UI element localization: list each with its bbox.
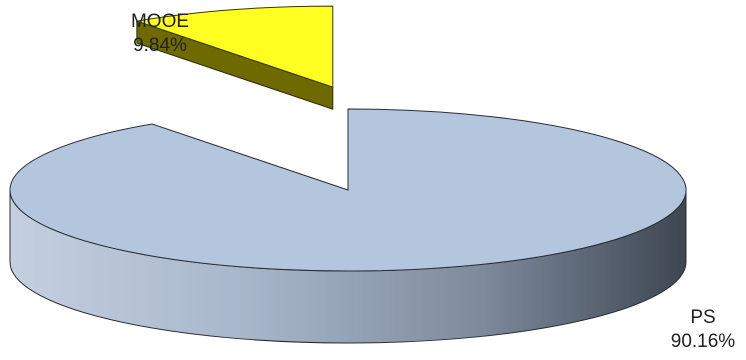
slice-label-ps: PS 90.16% <box>660 306 746 354</box>
slice-label-ps-value: 90.16% <box>670 331 736 352</box>
slice-label-mooe: MOOE 9.84% <box>120 10 200 58</box>
slice-label-mooe-name: MOOE <box>130 11 190 32</box>
slice-label-ps-name: PS <box>690 307 716 328</box>
slice-ps <box>9 108 687 272</box>
slice-label-mooe-value: 9.84% <box>133 35 187 56</box>
slice-mooe <box>136 5 334 88</box>
